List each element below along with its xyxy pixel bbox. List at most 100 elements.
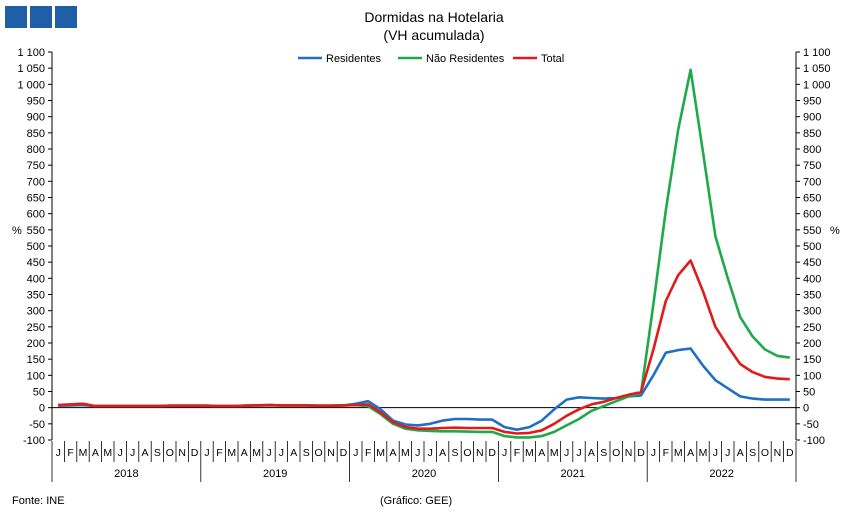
y-tick-label-left: 600 [27,209,45,221]
month-tick-label: D [637,447,645,459]
legend-label-2: Não Residentes [426,53,505,65]
month-tick-label: M [376,447,385,459]
month-tick-label: M [252,447,261,459]
y-tick-label-right: 350 [803,290,821,302]
month-tick-label: J [713,447,718,459]
year-label: 2021 [561,468,585,480]
month-tick-label: N [327,447,335,459]
y-tick-label-left: 750 [27,160,45,172]
axes: -100 -100 -50 -50 0 0 50 50 100 100 150 150 200 200 25… [12,47,840,447]
month-tick-label: J [576,447,581,459]
y-tick-label-right: -50 [803,419,819,431]
y-tick-label-right: 700 [803,176,821,188]
month-tick-label: S [749,447,756,459]
logo-square-1 [5,6,27,28]
month-tick-label: A [92,447,99,459]
year-label: 2019 [263,468,287,480]
month-tick-label: A [290,447,297,459]
month-tick-label: J [725,447,730,459]
month-tick-label: M [401,447,410,459]
month-tick-label: M [79,447,88,459]
y-tick-label-right: 1 100 [803,47,831,59]
month-tick-label: J [564,447,569,459]
month-tick-label: A [687,447,694,459]
month-tick-label: J [651,447,656,459]
month-tick-label: M [525,447,534,459]
month-tick-label: O [612,447,620,459]
month-tick-label: O [166,447,174,459]
month-tick-label: J [353,447,358,459]
y-axis-label-left: % [12,225,22,237]
month-tick-label: O [463,447,471,459]
month-tick-label: D [191,447,199,459]
month-tick-label: F [663,447,669,459]
y-tick-label-left: 400 [27,273,45,285]
month-tick-label: O [315,447,323,459]
y-tick-label-left: 650 [27,193,45,205]
y-tick-label-right: 1 050 [803,63,831,75]
month-tick-label: S [303,447,310,459]
y-tick-label-right: 600 [803,209,821,221]
y-tick-label-right: 650 [803,193,821,205]
y-tick-label-right: 200 [803,338,821,350]
month-tick-label: S [154,447,161,459]
month-tick-label: N [476,447,484,459]
month-tick-label: J [502,447,507,459]
y-tick-label-left: 300 [27,306,45,318]
y-tick-label-left: 50 [33,387,45,399]
month-tick-label: J [204,447,209,459]
series-line-1 [58,347,790,432]
series-line-2 [58,68,790,439]
y-tick-label-left: -50 [29,419,45,431]
month-tick-label: A [737,447,744,459]
y-tick-label-left: 1 000 [17,79,45,91]
month-tick-label: J [428,447,433,459]
month-tick-label: A [538,447,545,459]
y-tick-label-right: 750 [803,160,821,172]
legend: Residentes Não Residentes Total [298,53,564,65]
y-tick-label-right: 550 [803,225,821,237]
y-tick-label-right: 900 [803,112,821,124]
month-tick-label: J [415,447,420,459]
y-tick-label-right: 400 [803,273,821,285]
y-tick-label-left: 850 [27,128,45,140]
gee-logo [5,6,77,28]
y-tick-label-right: 450 [803,257,821,269]
y-tick-label-right: 100 [803,370,821,382]
month-tick-label: N [625,447,633,459]
y-tick-label-left: -100 [23,435,45,447]
y-tick-label-right: 1 000 [803,79,831,91]
logo-square-2 [30,6,52,28]
y-tick-label-left: 450 [27,257,45,269]
y-tick-label-left: 150 [27,354,45,366]
y-tick-label-left: 800 [27,144,45,156]
y-tick-label-left: 100 [27,370,45,382]
y-tick-label-left: 200 [27,338,45,350]
y-tick-label-left: 0 [39,403,45,415]
year-label: 2020 [412,468,436,480]
chart-subtitle: (VH acumulada) [383,27,484,43]
y-tick-label-left: 900 [27,112,45,124]
month-tick-label: M [103,447,112,459]
y-tick-label-right: 0 [803,403,809,415]
month-tick-label: S [451,447,458,459]
month-tick-label: N [774,447,782,459]
month-tick-label: A [439,447,446,459]
month-tick-label: N [178,447,186,459]
month-tick-label: J [56,447,61,459]
month-tick-label: J [118,447,123,459]
footer-credit: (Gráfico: GEE) [380,495,452,507]
month-tick-label: F [67,447,73,459]
y-tick-label-right: 500 [803,241,821,253]
month-tick-label: D [340,447,348,459]
y-tick-label-right: 300 [803,306,821,318]
y-tick-label-right: 150 [803,354,821,366]
month-tick-label: M [550,447,559,459]
y-axis-label-right: % [830,225,840,237]
series-layer [58,68,790,439]
logo-square-3 [55,6,77,28]
y-tick-label-left: 550 [27,225,45,237]
